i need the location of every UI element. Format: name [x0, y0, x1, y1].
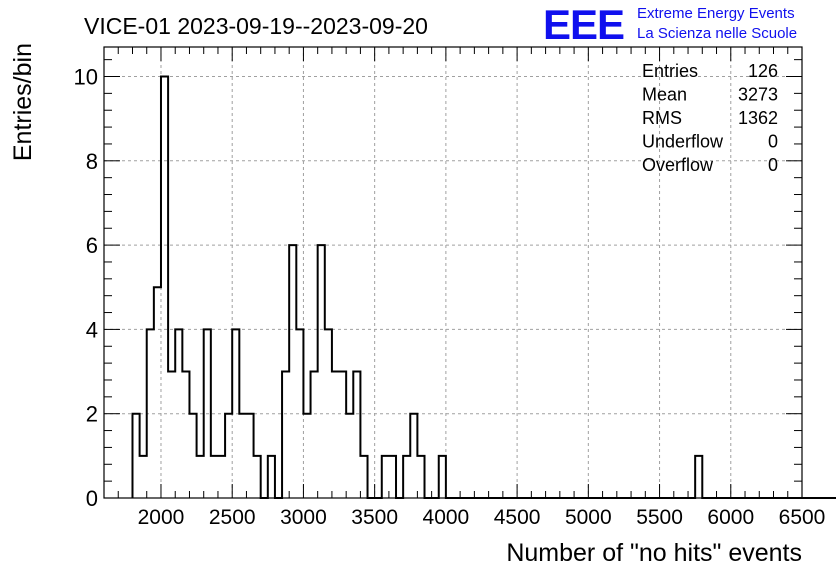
stats-value: 126 [748, 61, 778, 81]
stats-value: 0 [768, 132, 778, 152]
y-tick-label: 0 [86, 486, 98, 511]
stats-label: Entries [642, 61, 698, 81]
histogram-bin [147, 329, 154, 498]
histogram-bin [254, 456, 261, 498]
stats-value: 1362 [738, 108, 778, 128]
axis-ticks [104, 47, 802, 498]
histogram-bin [289, 245, 296, 498]
stats-box: Entries 126 Mean 3273 RMS 1362 Underflow 0 Overf… [642, 61, 778, 175]
histogram-bin [360, 456, 367, 498]
x-axis-label: Number of "no hits" events [506, 539, 802, 567]
histogram-bin [303, 414, 310, 498]
grid-lines [104, 47, 802, 498]
histogram-bin [439, 456, 446, 498]
eee-logo-line1: Extreme Energy Events [637, 5, 795, 22]
histogram-bin [282, 372, 289, 498]
stats-label: Mean [642, 85, 687, 105]
histogram-bin [239, 414, 246, 498]
histogram-bin [246, 414, 253, 498]
eee-logo-line2: La Scienza nelle Scuole [637, 25, 797, 42]
stats-label: RMS [642, 108, 682, 128]
histogram-bin [296, 329, 303, 498]
histogram-bin [140, 456, 147, 498]
x-tick-label: 6500 [779, 506, 826, 529]
histogram-bin [225, 414, 232, 498]
stats-value: 0 [768, 155, 778, 175]
histogram-bin [218, 456, 225, 498]
y-tick-label: 8 [86, 149, 98, 174]
x-tick-label: 2000 [138, 506, 185, 529]
x-tick-label: 6000 [707, 506, 754, 529]
histogram-bin [268, 456, 275, 498]
histogram-bin [695, 456, 702, 498]
y-tick-label: 2 [86, 402, 98, 427]
stats-label: Overflow [642, 155, 714, 175]
histogram-bin [325, 329, 332, 498]
histogram-bin [346, 414, 353, 498]
y-tick-label: 10 [74, 65, 98, 90]
eee-logo-mark: EEE [543, 1, 624, 48]
y-tick-labels: 0 2 4 6 8 10 [74, 65, 98, 511]
histogram-bin [232, 329, 239, 498]
histogram-bin [318, 245, 325, 498]
stats-value: 3273 [738, 85, 778, 105]
histogram-bin [132, 414, 139, 498]
y-tick-label: 6 [86, 233, 98, 258]
x-tick-label: 5500 [636, 506, 683, 529]
histogram-bin [211, 456, 218, 498]
histogram-bin [189, 414, 196, 498]
y-tick-label: 4 [86, 317, 98, 342]
histogram-line [131, 75, 836, 499]
histogram-bin [182, 372, 189, 498]
x-tick-label: 5000 [565, 506, 612, 529]
y-axis-label: Entries/bin [9, 43, 37, 161]
x-tick-label: 4000 [423, 506, 470, 529]
histogram-bin [161, 77, 168, 498]
histogram-bin [353, 372, 360, 498]
histogram-bin [154, 287, 161, 498]
eee-logo: EEE Extreme Energy Events La Scienza nel… [543, 1, 797, 48]
histogram-bin [197, 456, 204, 498]
histogram-bin [332, 372, 339, 498]
histogram-bin [389, 456, 396, 498]
histogram-bin [410, 414, 417, 498]
histogram-bin [204, 329, 211, 498]
histogram-bin [175, 329, 182, 498]
x-tick-label: 3500 [351, 506, 398, 529]
histogram-bin [339, 372, 346, 498]
chart-title: VICE-01 2023-09-19--2023-09-20 [84, 13, 428, 39]
histogram-bin [403, 456, 410, 498]
x-tick-label: 2500 [209, 506, 256, 529]
stats-label: Underflow [642, 132, 724, 152]
x-tick-label: 3000 [280, 506, 327, 529]
x-tick-label: 4500 [494, 506, 541, 529]
histogram-bin [382, 456, 389, 498]
histogram-bin [311, 372, 318, 498]
histogram-bin [168, 372, 175, 498]
x-tick-labels: 2000 2500 3000 3500 4000 4500 5000 5500 6000 6500 [138, 506, 826, 529]
histogram-bin [417, 456, 424, 498]
